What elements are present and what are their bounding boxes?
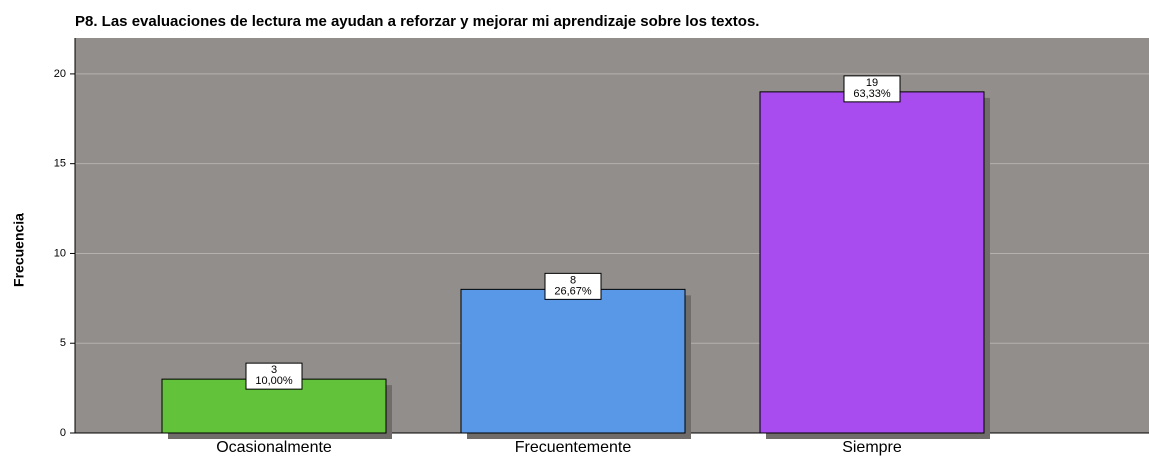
data-label: 8 (570, 274, 576, 286)
bar (759, 91, 985, 434)
data-label-box (544, 272, 602, 300)
data-label-percent: 63,33% (853, 88, 891, 100)
x-tick-label: Siempre (842, 439, 902, 456)
chart-title: P8. Las evaluaciones de lectura me ayuda… (75, 13, 759, 30)
data-label: 3 (271, 364, 277, 376)
x-tick-label: Frecuentemente (515, 439, 632, 456)
x-tick-label: Ocasionalmente (216, 439, 332, 456)
y-tick-label: 5 (60, 337, 66, 349)
y-tick-label: 0 (60, 427, 66, 439)
data-label-box (843, 75, 901, 103)
y-axis-label: Frecuencia (11, 213, 27, 287)
y-tick-label: 10 (54, 247, 66, 259)
data-label-box (245, 362, 303, 390)
data-label-percent: 26,67% (554, 285, 592, 297)
bar (460, 288, 686, 434)
data-label: 19 (866, 77, 878, 89)
y-tick-label: 15 (54, 158, 66, 170)
data-label-percent: 10,00% (255, 375, 293, 387)
y-tick-label: 20 (54, 68, 66, 80)
